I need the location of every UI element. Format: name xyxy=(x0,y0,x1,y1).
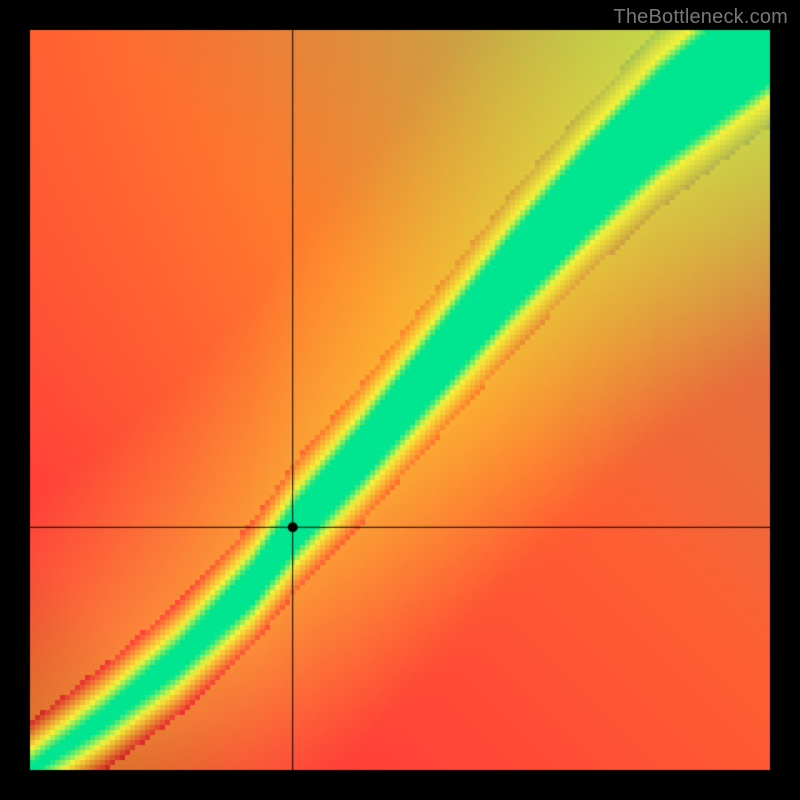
bottleneck-heatmap-canvas xyxy=(0,0,800,800)
watermark-text: TheBottleneck.com xyxy=(613,6,788,29)
chart-container: { "watermark": { "text": "TheBottleneck.… xyxy=(0,0,800,800)
